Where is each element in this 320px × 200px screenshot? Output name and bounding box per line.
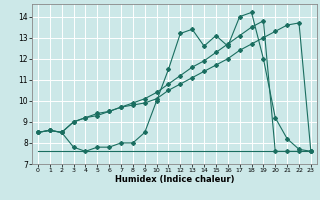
X-axis label: Humidex (Indice chaleur): Humidex (Indice chaleur) — [115, 175, 234, 184]
